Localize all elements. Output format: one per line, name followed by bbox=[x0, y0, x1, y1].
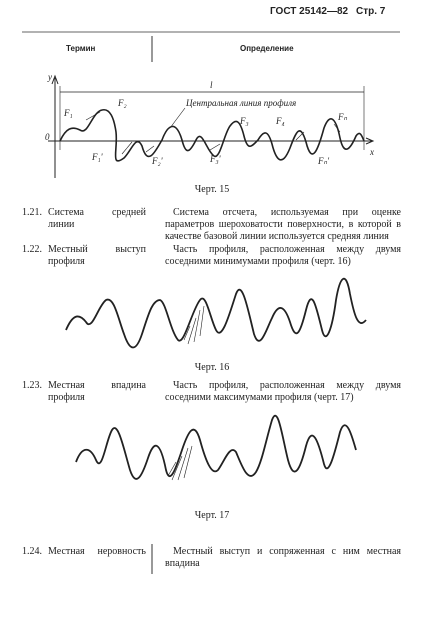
caption: Черт. 15 bbox=[195, 184, 229, 195]
entry-number: 1.24. bbox=[22, 546, 42, 557]
term: Местный выступ профиля bbox=[48, 244, 146, 267]
term: Местная неровность bbox=[48, 546, 146, 557]
area-label: Fₙ' bbox=[317, 156, 330, 166]
area-label: F₂ bbox=[117, 98, 127, 108]
axis-label: x bbox=[369, 147, 374, 157]
caption: Черт. 17 bbox=[195, 510, 229, 521]
column-header: Определение bbox=[240, 44, 294, 53]
definition: Система отсчета, используемая при оценке… bbox=[165, 207, 401, 242]
area-label: F₁ bbox=[63, 108, 73, 118]
area-label: Fₙ bbox=[337, 112, 347, 122]
figure-15 bbox=[48, 74, 375, 178]
area-label: F₁' bbox=[91, 152, 104, 162]
definition: Часть профиля, расположенная между двумя… bbox=[165, 244, 401, 267]
origin-label: 0 bbox=[45, 132, 50, 142]
caption: Черт. 16 bbox=[195, 362, 229, 373]
column-header: Термин bbox=[66, 44, 96, 53]
axis-label: y bbox=[47, 72, 52, 82]
standard-number: ГОСТ 25142—82 bbox=[270, 6, 349, 17]
area-label: F₃' bbox=[209, 154, 222, 164]
figure-17 bbox=[75, 414, 357, 480]
hatching bbox=[183, 305, 205, 345]
definition: Часть профиля, расположенная между двумя… bbox=[165, 380, 401, 403]
area-label: F₃ bbox=[239, 116, 249, 126]
definition: Местный выступ и сопряженная с ним местн… bbox=[165, 546, 401, 569]
line-label: Центральная линия профиля bbox=[185, 98, 296, 108]
term: Местная впадина профиля bbox=[48, 380, 146, 403]
page-number: Стр. 7 bbox=[356, 6, 386, 17]
term: Система средней линии bbox=[48, 207, 146, 230]
entry-number: 1.23. bbox=[22, 380, 42, 391]
hatching bbox=[167, 445, 193, 481]
entry-number: 1.21. bbox=[22, 207, 42, 218]
area-label: F₂' bbox=[151, 156, 164, 166]
figure-16 bbox=[65, 278, 367, 349]
dimension-label: l bbox=[210, 80, 213, 90]
entry-number: 1.22. bbox=[22, 244, 42, 255]
area-label: F₄ bbox=[275, 116, 285, 126]
